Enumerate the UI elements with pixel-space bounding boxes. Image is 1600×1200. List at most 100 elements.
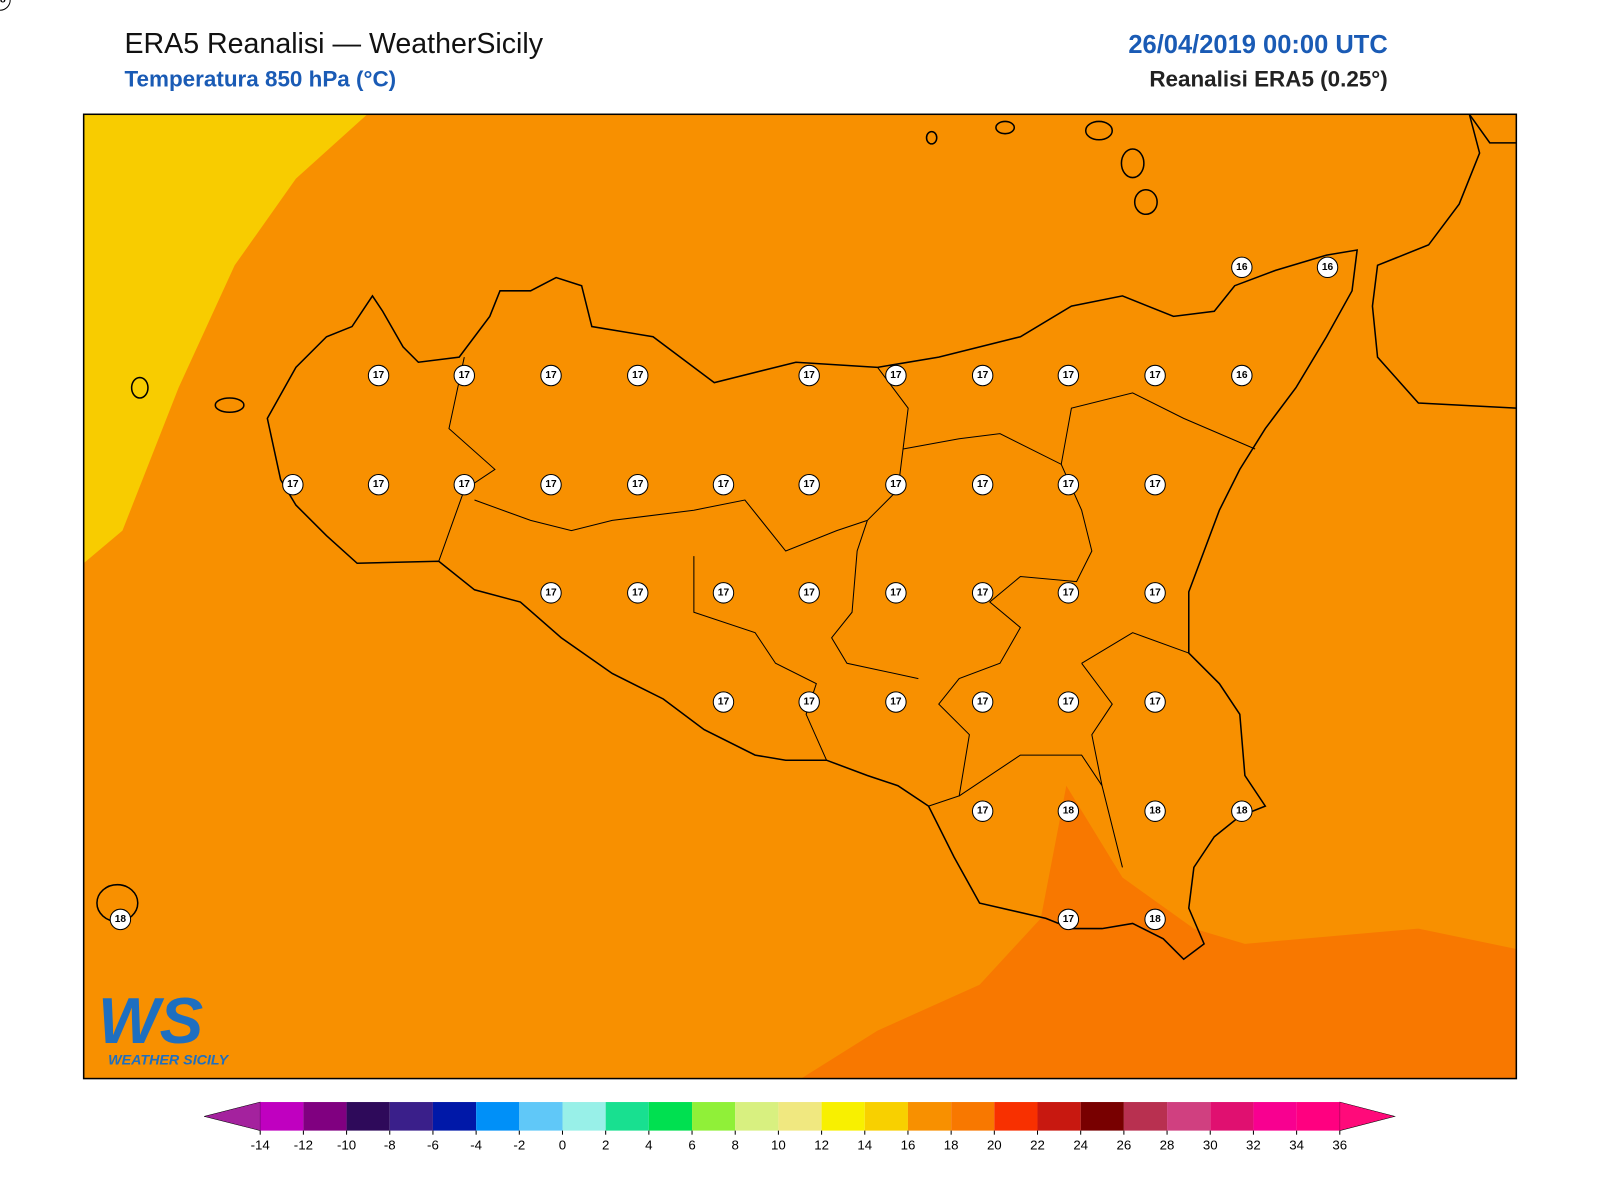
station-value: 17 xyxy=(459,370,471,381)
colorbar-tick-label: 18 xyxy=(944,1137,959,1152)
colorbar-tick-label: 10 xyxy=(771,1137,786,1152)
station-value: 17 xyxy=(1063,914,1075,925)
station-value: 17 xyxy=(890,697,902,708)
border xyxy=(902,392,1256,466)
colorbar-tick-label: 12 xyxy=(814,1137,829,1152)
colorbar-under xyxy=(204,1101,261,1131)
station-value: 17 xyxy=(1149,587,1161,598)
station-marker xyxy=(885,582,907,604)
station-marker xyxy=(453,473,475,496)
station-value: 18 xyxy=(115,914,127,925)
station-value: 18 xyxy=(0,0,6,6)
station-value: 17 xyxy=(632,370,644,381)
colorbar-tick-label: 16 xyxy=(901,1137,916,1152)
station-value: 17 xyxy=(804,587,816,598)
colorbar-bin xyxy=(519,1102,563,1131)
station-marker xyxy=(627,364,649,387)
station-marker xyxy=(1144,908,1166,931)
station-marker xyxy=(0,0,11,11)
station-value: 17 xyxy=(718,587,730,598)
station-value: 17 xyxy=(890,370,902,381)
colorbar-tick-label: -6 xyxy=(427,1137,439,1152)
station-value: 17 xyxy=(804,479,816,490)
alicudi xyxy=(995,120,1016,135)
station-marker xyxy=(1057,364,1080,387)
field-18-20 xyxy=(801,785,1517,1079)
salina xyxy=(1084,120,1114,141)
station-value: 17 xyxy=(1149,479,1161,490)
map-frame xyxy=(82,113,1518,1080)
colorbar-tick-label: -4 xyxy=(470,1137,482,1152)
colorbar-tick-label: 30 xyxy=(1203,1137,1218,1152)
colorbar-bin xyxy=(648,1102,693,1131)
station-value: 17 xyxy=(718,479,730,490)
colorbar-bin xyxy=(1167,1102,1211,1131)
calabria xyxy=(1371,114,1517,409)
station-marker xyxy=(712,582,735,604)
vulcano xyxy=(1133,189,1158,216)
station-marker xyxy=(971,582,994,604)
station-marker xyxy=(1231,256,1253,279)
colorbar-tick-label: 0 xyxy=(559,1137,566,1152)
station-value: 17 xyxy=(545,370,557,381)
station-value: 17 xyxy=(1063,370,1075,381)
colorbar-tick-label: 34 xyxy=(1289,1137,1304,1152)
colorbar-tick-label: -10 xyxy=(337,1137,356,1152)
station-value: 17 xyxy=(459,479,471,490)
station-value: 17 xyxy=(977,587,989,598)
station-value: 17 xyxy=(977,479,989,490)
colorbar-bin xyxy=(260,1102,304,1131)
colorbar-tick-label: 36 xyxy=(1332,1137,1347,1152)
station-marker xyxy=(798,691,820,713)
colorbar-bin xyxy=(432,1102,477,1131)
station-marker xyxy=(798,582,820,604)
station-marker xyxy=(1316,256,1339,279)
colorbar-tick-label: 22 xyxy=(1030,1137,1045,1152)
border xyxy=(1081,662,1123,868)
logo: WS WEATHER SICILY xyxy=(98,984,230,1068)
colorbar-tick-label: -2 xyxy=(513,1137,525,1152)
colorbar-tick-label: -14 xyxy=(251,1137,270,1152)
station-value: 17 xyxy=(632,587,644,598)
title: ERA5 Reanalisi — WeatherSicily xyxy=(124,28,543,60)
station-marker xyxy=(540,582,562,604)
calabria-north xyxy=(1468,113,1517,144)
station-marker xyxy=(712,691,735,713)
colorbar-tick-label: 20 xyxy=(987,1137,1002,1152)
colorbar-tick-label: 14 xyxy=(857,1137,872,1152)
station-marker xyxy=(1144,691,1166,713)
station-marker xyxy=(367,364,390,387)
border xyxy=(693,556,827,761)
border xyxy=(928,464,1093,807)
station-marker xyxy=(1057,691,1080,713)
colorbar-tick-label: 28 xyxy=(1160,1137,1175,1152)
border xyxy=(958,754,1103,797)
station-marker xyxy=(971,364,994,387)
station-marker xyxy=(885,364,907,387)
station-value: 17 xyxy=(1149,697,1161,708)
colorbar-bin xyxy=(692,1102,736,1131)
lipari xyxy=(1120,148,1145,179)
colorbar-bin xyxy=(389,1102,433,1131)
station-value: 17 xyxy=(545,587,557,598)
logo-name: WEATHER SICILY xyxy=(108,1052,229,1068)
marettimo xyxy=(130,376,149,399)
station-marker xyxy=(798,364,820,387)
colorbar-tick-label: -12 xyxy=(294,1137,313,1152)
colorbar-bin xyxy=(476,1102,520,1131)
border xyxy=(1081,632,1189,664)
colorbar-bin xyxy=(562,1102,606,1131)
station-marker xyxy=(540,473,562,496)
colorbar-tick-label: 32 xyxy=(1246,1137,1261,1152)
station-value: 17 xyxy=(1063,587,1075,598)
station-value: 16 xyxy=(1236,370,1248,381)
colorbar-bin xyxy=(1123,1102,1168,1131)
station-marker xyxy=(282,473,304,496)
station-marker xyxy=(885,691,907,713)
station-value: 16 xyxy=(1236,262,1248,273)
station-marker xyxy=(453,364,475,387)
colorbar-bin xyxy=(1037,1102,1081,1131)
station-value: 17 xyxy=(373,479,385,490)
stations: 16 16 17 17 17 17 17 17 17 17 17 16 17 17 17 17 17 17 17 17… xyxy=(0,0,1339,931)
